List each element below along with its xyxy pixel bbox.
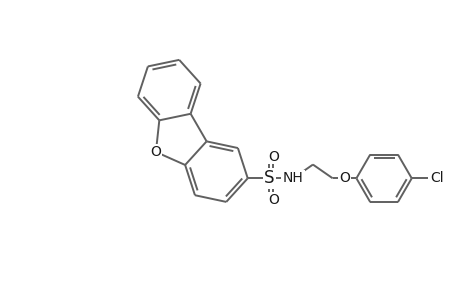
Text: O: O: [338, 171, 349, 185]
Text: Cl: Cl: [430, 171, 443, 185]
Text: O: O: [150, 145, 161, 159]
Text: O: O: [268, 150, 278, 164]
Text: NH: NH: [282, 171, 303, 185]
Text: O: O: [268, 193, 278, 207]
Text: S: S: [263, 169, 274, 187]
